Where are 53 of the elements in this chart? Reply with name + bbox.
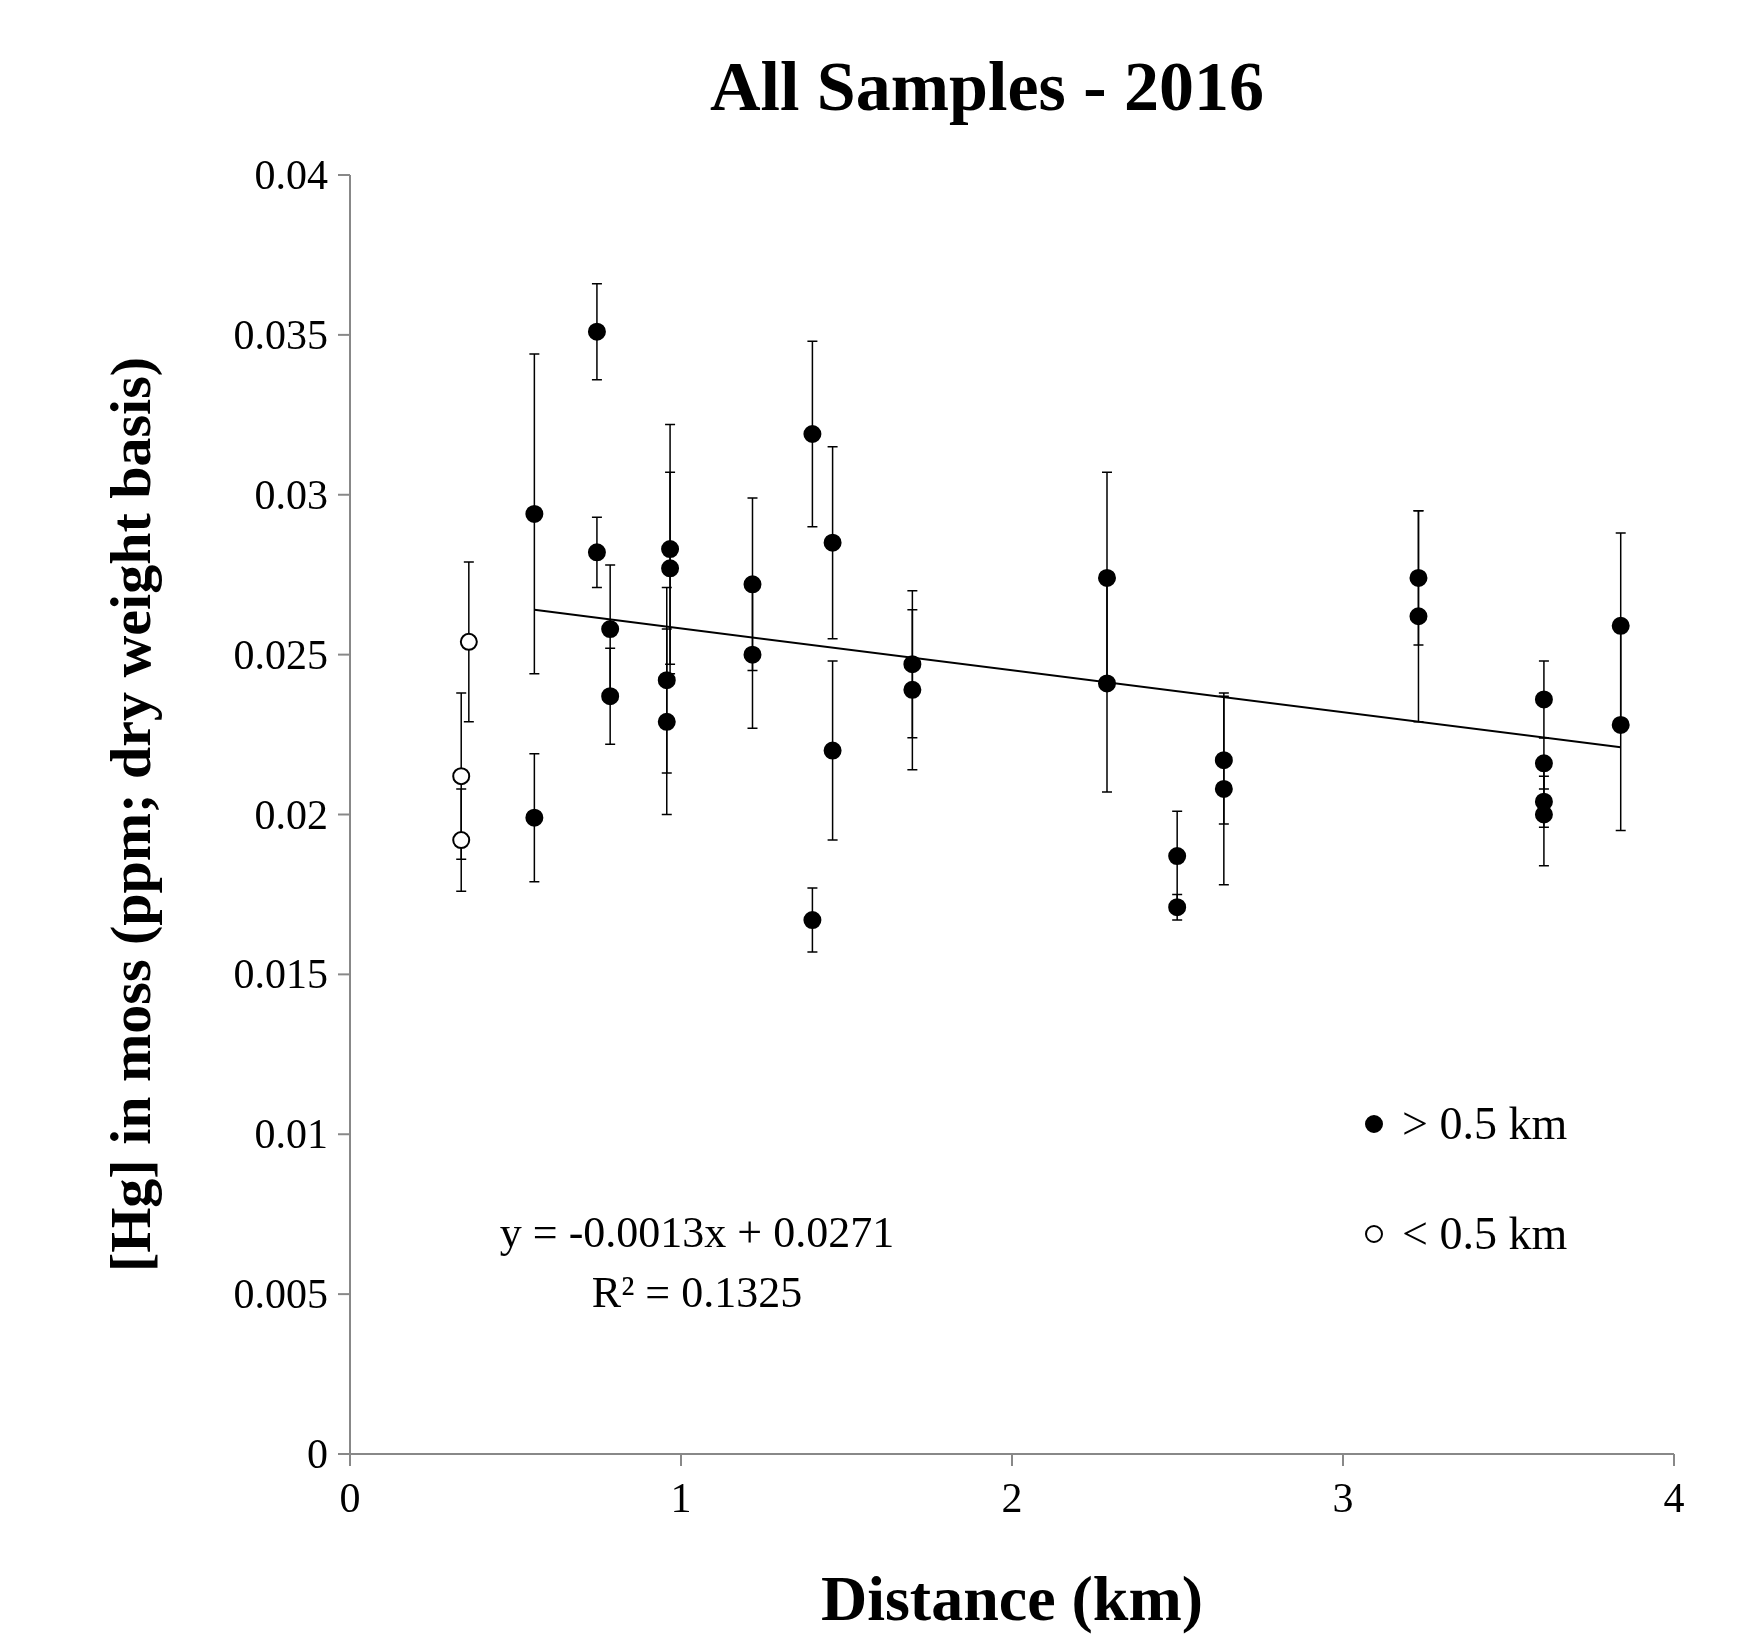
point bbox=[1534, 754, 1553, 773]
point bbox=[1214, 751, 1233, 770]
x-tick-label: 1 bbox=[670, 1475, 692, 1521]
y-tick-label: 0.005 bbox=[233, 1271, 328, 1318]
y-tick-label: 0.03 bbox=[254, 471, 328, 518]
point bbox=[743, 575, 762, 594]
point bbox=[903, 655, 922, 674]
point bbox=[525, 808, 544, 827]
point bbox=[601, 620, 620, 639]
legend-label: < 0.5 km bbox=[1402, 1208, 1568, 1259]
point bbox=[903, 680, 922, 699]
point bbox=[1168, 898, 1187, 917]
point bbox=[601, 687, 620, 706]
y-tick-label: 0.01 bbox=[254, 1111, 328, 1158]
point bbox=[803, 425, 822, 443]
point bbox=[657, 671, 676, 690]
point bbox=[803, 911, 822, 930]
point bbox=[823, 741, 842, 760]
point bbox=[1611, 715, 1630, 734]
point bbox=[1534, 690, 1553, 709]
y-tick-label: 0.015 bbox=[233, 951, 328, 998]
point bbox=[661, 559, 680, 578]
y-tick-label: 0.035 bbox=[233, 311, 328, 358]
point bbox=[1409, 607, 1428, 626]
x-tick-label: 4 bbox=[1663, 1475, 1685, 1521]
chart-title: All Samples - 2016 bbox=[709, 48, 1265, 125]
point bbox=[459, 632, 478, 651]
y-axis-title: [Hg] in moss (ppm; dry weight basis) bbox=[98, 356, 163, 1273]
point bbox=[1098, 568, 1116, 587]
y-tick-label: 0.02 bbox=[254, 791, 328, 838]
point bbox=[823, 533, 842, 552]
point bbox=[525, 504, 544, 523]
point bbox=[587, 543, 606, 562]
point bbox=[1409, 568, 1428, 587]
point bbox=[1168, 847, 1187, 866]
x-tick-label: 0 bbox=[339, 1475, 361, 1521]
point bbox=[1214, 779, 1233, 798]
x-tick-label: 2 bbox=[1001, 1475, 1023, 1521]
x-tick-label: 3 bbox=[1332, 1475, 1354, 1521]
annotation: y = -0.0013x + 0.0271 bbox=[499, 1208, 895, 1257]
y-tick-label: 0 bbox=[307, 1431, 328, 1477]
point bbox=[657, 712, 676, 731]
legend-label: > 0.5 km bbox=[1402, 1098, 1568, 1149]
annotation: R² = 0.1325 bbox=[591, 1268, 803, 1317]
point bbox=[452, 831, 471, 850]
point bbox=[661, 540, 680, 559]
point bbox=[1611, 616, 1630, 635]
point bbox=[452, 767, 471, 786]
point bbox=[587, 322, 606, 341]
y-tick-label: 0.025 bbox=[233, 631, 328, 678]
x-axis-title: Distance (km) bbox=[820, 1563, 1204, 1634]
y-tick-label: 0.04 bbox=[254, 152, 328, 198]
point bbox=[743, 645, 762, 664]
